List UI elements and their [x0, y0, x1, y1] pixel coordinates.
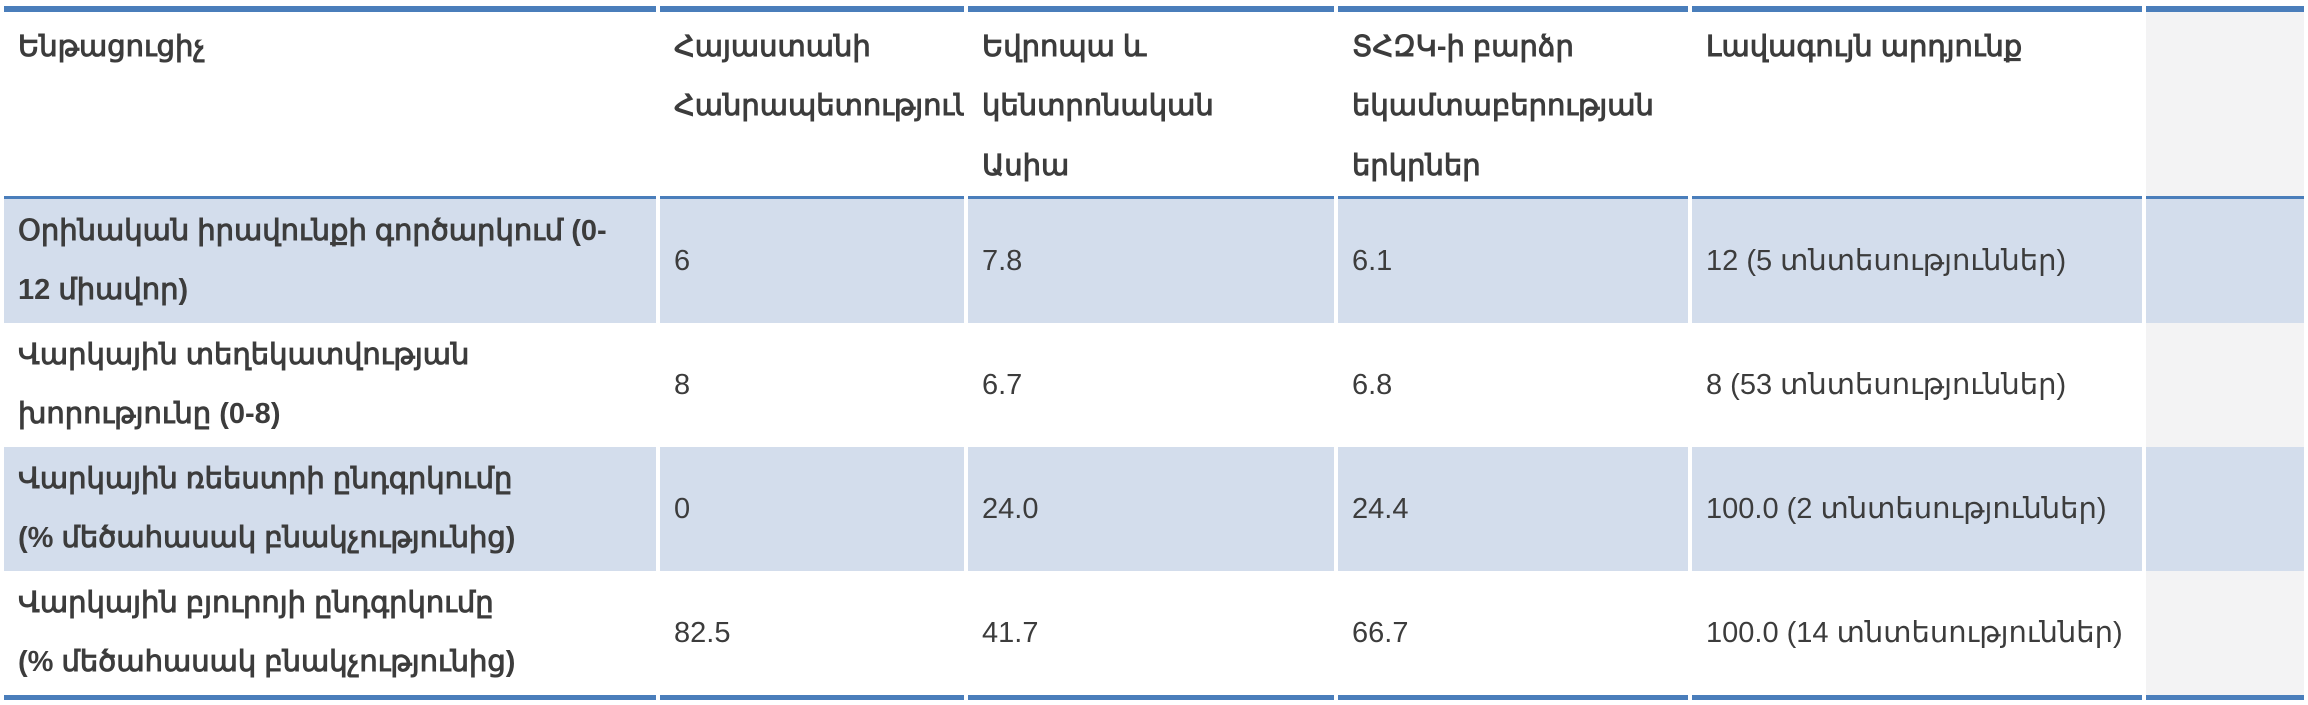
value-cell: 24.4: [1338, 447, 1688, 572]
value-cell: 7.8: [968, 199, 1334, 324]
value-cell: 100.0 (14 տնտեսություններ): [1692, 571, 2142, 701]
value-cell: 0: [660, 447, 964, 572]
table-row: Վարկային ռեեստրի ընդգրկումը (% մեծահասակ…: [4, 447, 2304, 572]
value-cell: 6.8: [1338, 323, 1688, 448]
value-cell: 100.0 (2 տնտեսություններ): [1692, 447, 2142, 572]
table-row: Օրինական իրավունքի գործարկում (0- 12 միա…: [4, 199, 2304, 324]
row-label-cell: Վարկային բյուրոյի ընդգրկումը (% մեծահասա…: [4, 571, 656, 701]
row-label-cell: Վարկային ռեեստրի ընդգրկումը (% մեծահասակ…: [4, 447, 656, 572]
header-cell-subindicator: Ենթացուցիչ: [4, 6, 656, 200]
header-spacer-cell: [2146, 6, 2304, 200]
value-cell: 82.5: [660, 571, 964, 701]
row-spacer-cell: [2146, 323, 2304, 448]
row-label-cell: Օրինական իրավունքի գործարկում (0- 12 միա…: [4, 199, 656, 324]
value-cell: 6.7: [968, 323, 1334, 448]
row-spacer-cell: [2146, 199, 2304, 324]
value-cell: 6: [660, 199, 964, 324]
table-row: Վարկային տեղեկատվության խորությունը (0-8…: [4, 323, 2304, 448]
value-cell: 8 (53 տնտեսություններ): [1692, 323, 2142, 448]
table-row: Վարկային բյուրոյի ընդգրկումը (% մեծահասա…: [4, 571, 2304, 701]
value-cell: 24.0: [968, 447, 1334, 572]
header-row: Ենթացուցիչ Հայաստանի Հանրապետություն Եվր…: [4, 6, 2304, 200]
value-cell: 8: [660, 323, 964, 448]
row-spacer-cell: [2146, 571, 2304, 701]
row-label-cell: Վարկային տեղեկատվության խորությունը (0-8…: [4, 323, 656, 448]
header-cell-armenia: Հայաստանի Հանրապետություն: [660, 6, 964, 200]
value-cell: 41.7: [968, 571, 1334, 701]
value-cell: 12 (5 տնտեսություններ): [1692, 199, 2142, 324]
value-cell: 6.1: [1338, 199, 1688, 324]
header-cell-europe-central-asia: Եվրոպա և կենտրոնական Ասիա: [968, 6, 1334, 200]
value-cell: 66.7: [1338, 571, 1688, 701]
header-cell-best-result: Լավագույն արդյունք: [1692, 6, 2142, 200]
row-spacer-cell: [2146, 447, 2304, 572]
indicators-table: Ենթացուցիչ Հայաստանի Հանրապետություն Եվր…: [0, 6, 2308, 701]
header-cell-oecd-high-income: ՏՀԶԿ-ի բարձր եկամտաբերության երկրներ: [1338, 6, 1688, 200]
